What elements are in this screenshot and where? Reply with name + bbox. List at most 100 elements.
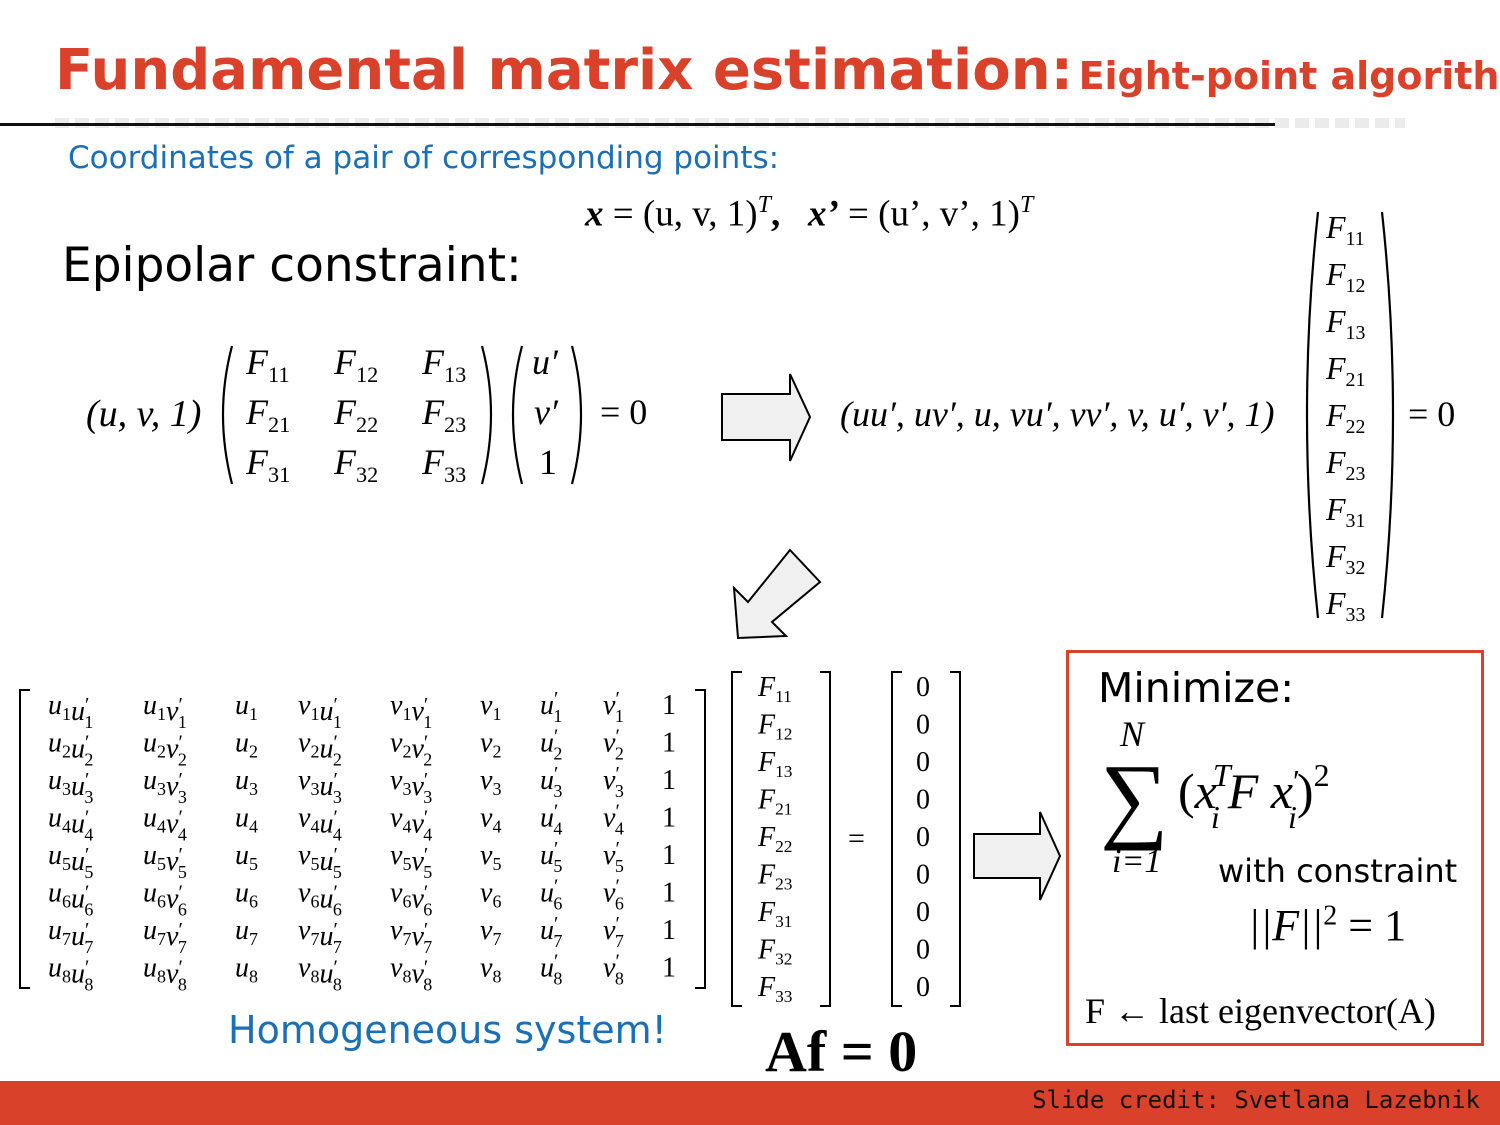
big-matrix-cell: u4 xyxy=(235,803,258,837)
big-matrix-cell: u7 xyxy=(235,915,258,949)
big-matrix-cell: u3v′ 3 xyxy=(143,765,187,807)
constraint-label: with constraint xyxy=(1218,852,1458,890)
sum-upper-limit: N xyxy=(1119,714,1146,754)
big-matrix-cell: u8 xyxy=(235,953,258,987)
f-matrix-right-paren xyxy=(480,345,493,485)
big-matrix-cell: v1u′ 1 xyxy=(298,690,342,732)
eigenvector-note: F ← last eigenvector(A) xyxy=(1085,991,1436,1031)
slide-title: Fundamental matrix estimation: Eight-poi… xyxy=(55,38,1500,103)
big-matrix-cell: u8v′ 8 xyxy=(143,953,187,995)
slide-credit: Slide credit: Svetlana Lazebnik xyxy=(1032,1086,1480,1114)
big-matrix-cell: u1u′ 1 xyxy=(48,690,93,732)
point-xp-tuple: = (u’, v’, 1) xyxy=(848,193,1020,235)
sum-sigma: ∑ xyxy=(1100,744,1168,851)
fcol-entry: F21 xyxy=(757,785,792,819)
norm-rhs: = 1 xyxy=(1337,901,1407,950)
zero-entry: 0 xyxy=(916,972,930,1003)
big-matrix-cell: u8u′ 8 xyxy=(48,953,93,995)
big-matrix-cell: u1 xyxy=(235,690,258,724)
big-matrix-cell: v7 xyxy=(480,915,501,949)
fcol-entry: F31 xyxy=(757,897,792,931)
big-matrix-cell: u′ 7 xyxy=(540,913,562,951)
f-matrix-entry: F22 xyxy=(333,392,378,437)
norm-power: 2 xyxy=(1323,900,1338,932)
f-vector-entry: F12 xyxy=(1325,256,1365,297)
norm-constraint: ||F||2 = 1 xyxy=(1248,900,1406,951)
big-matrix-cell: v5 xyxy=(480,840,501,874)
f-matrix-entry: F21 xyxy=(245,392,290,437)
norm-term: ||F|| xyxy=(1248,901,1324,950)
big-matrix-cell: u4v′ 4 xyxy=(143,803,187,845)
big-matrix-cell: u′ 8 xyxy=(540,951,562,989)
f-matrix-entry: F23 xyxy=(421,392,466,437)
big-matrix-cell: u1v′ 1 xyxy=(143,690,187,732)
footer-bar xyxy=(0,1081,1500,1125)
big-matrix-right-bracket xyxy=(695,689,706,989)
big-matrix-cell: v8u′ 8 xyxy=(298,953,342,995)
big-matrix-cell: v′ 5 xyxy=(603,838,624,876)
big-matrix-cell: v′ 2 xyxy=(603,726,624,764)
big-matrix-cell: v5v′ 5 xyxy=(390,840,432,882)
big-matrix-cell: 1 xyxy=(662,803,676,834)
big-matrix-cell: u5u′ 5 xyxy=(48,840,93,882)
big-matrix-cell: u7u′ 7 xyxy=(48,915,93,957)
big-matrix-cell: u2 xyxy=(235,728,258,762)
f-vector-entry: F11 xyxy=(1325,209,1365,250)
big-matrix-cell: v1 xyxy=(480,690,501,724)
big-matrix-cell: v′ 4 xyxy=(603,801,624,839)
f-matrix-entry: F33 xyxy=(421,442,466,487)
zero-left-bracket xyxy=(891,671,902,1007)
homogeneous-label: Homogeneous system! xyxy=(228,1008,667,1052)
f-vector-entry: F33 xyxy=(1325,585,1365,626)
f-vector-entry: F32 xyxy=(1325,538,1365,579)
fcol-left-bracket xyxy=(731,671,742,1007)
zero-entry: 0 xyxy=(916,785,930,816)
big-matrix-cell: u′ 1 xyxy=(540,688,562,726)
big-matrix-cell: v5u′ 5 xyxy=(298,840,342,882)
zero-entry: 0 xyxy=(916,935,930,966)
minimize-box xyxy=(1066,650,1484,1046)
fcol-entry: F13 xyxy=(757,747,792,781)
arrow-diagonal-icon xyxy=(732,548,822,640)
f-matrix-entry: F31 xyxy=(245,442,290,487)
big-matrix-cell: v4v′ 4 xyxy=(390,803,432,845)
zero-right-bracket xyxy=(950,671,961,1007)
point-definitions: x = (u, v, 1)T, x’ = (u’, v’, 1)T xyxy=(585,192,1034,235)
af-equation: Af = 0 xyxy=(765,1019,918,1084)
big-matrix-cell: u6 xyxy=(235,878,258,912)
big-matrix-cell: v6v′ 6 xyxy=(390,878,432,920)
point-xp: x’ xyxy=(807,193,839,235)
f-vector-entries: F11 F12 F13 F21 F22 F23 F31 F32 F33 xyxy=(1325,209,1365,626)
big-matrix-cell: 1 xyxy=(662,953,676,984)
f-matrix-left-paren xyxy=(221,345,234,485)
zero-vector-entries: 0 0 0 0 0 0 0 0 0 xyxy=(916,672,930,1003)
point-x: x xyxy=(585,193,604,235)
big-matrix-cell: u′ 6 xyxy=(540,876,562,914)
zero-entry: 0 xyxy=(916,822,930,853)
big-matrix-cell: 1 xyxy=(662,878,676,909)
zero-entry: 0 xyxy=(916,747,930,778)
big-matrix-cell: 1 xyxy=(662,915,676,946)
big-matrix-cell: u6v′ 6 xyxy=(143,878,187,920)
big-matrix-cell: v′ 3 xyxy=(603,763,624,801)
big-matrix-cell: v4 xyxy=(480,803,501,837)
zero-entry: 0 xyxy=(916,672,930,703)
sum-lower-limit: i=1 xyxy=(1112,843,1161,880)
big-matrix-cell: v4u′ 4 xyxy=(298,803,342,845)
big-matrix-cell: v7v′ 7 xyxy=(390,915,432,957)
col-vector-right-paren xyxy=(570,345,583,485)
f-vector-entry: F31 xyxy=(1325,491,1365,532)
f-matrix-entry: F12 xyxy=(333,342,378,387)
big-matrix-cell: u5 xyxy=(235,840,258,874)
big-matrix-cell: v2v′ 2 xyxy=(390,728,432,770)
big-matrix-cell: u′ 3 xyxy=(540,763,562,801)
col-vector-entry-1: u′ xyxy=(532,342,559,382)
big-matrix-cell: v′ 1 xyxy=(603,688,624,726)
big-matrix-cell: v′ 8 xyxy=(603,951,624,989)
fcol-right-bracket xyxy=(820,671,831,1007)
zero-entry: 0 xyxy=(916,897,930,928)
transpose-2: T xyxy=(1019,192,1034,218)
